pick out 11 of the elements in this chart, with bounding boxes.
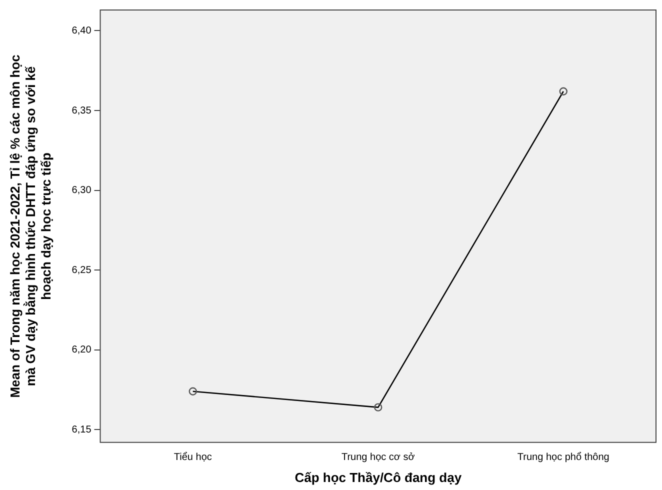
y-tick-label: 6,20: [72, 344, 92, 356]
x-axis-title: Cấp học Thầy/Cô đang dạy: [294, 470, 462, 485]
y-tick-label: 6,40: [72, 25, 92, 36]
y-tick-label: 6,25: [72, 264, 92, 276]
x-tick-label: Trung học cơ sở: [341, 452, 416, 464]
y-tick-label: 6,30: [72, 185, 92, 196]
y-tick-label: 6,35: [72, 105, 92, 116]
y-axis-title: Mean of Trong năm học 2021-2022, Tỉ lệ % các môn học mà GV dạy bằng hình thức DHTT đáp ứng so với kế hoạch dạy học trực tiếp: [7, 54, 54, 398]
y-tick-label: 6,15: [72, 424, 92, 436]
x-tick-label: Trung học phổ thông: [517, 451, 610, 464]
x-tick-label: Tiểu học: [174, 451, 212, 464]
